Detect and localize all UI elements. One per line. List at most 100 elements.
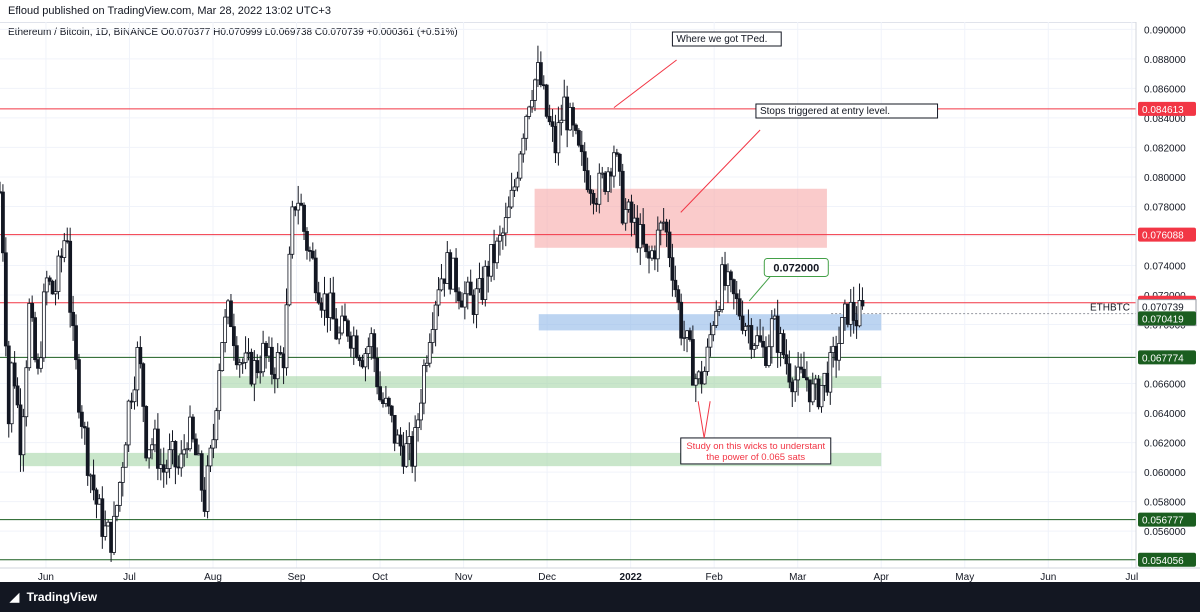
candle-body xyxy=(243,352,248,363)
y-tick-label: 0.080000 xyxy=(1144,173,1186,184)
level-tag xyxy=(1138,552,1196,567)
candle-body xyxy=(804,377,809,381)
candle-body xyxy=(138,347,143,365)
candle-body xyxy=(103,525,108,537)
tp-arrow xyxy=(613,59,677,108)
candle-body xyxy=(769,318,774,348)
prev-close-tag xyxy=(1138,311,1196,326)
tradingview-mark-icon: ◢ xyxy=(10,590,20,604)
candle-body xyxy=(290,206,295,255)
tradingview-logo[interactable]: ◢ TradingView xyxy=(10,582,97,612)
candle-body xyxy=(150,444,154,451)
y-tick-label: 0.090000 xyxy=(1144,25,1186,36)
y-tick-label: 0.056000 xyxy=(1144,527,1186,538)
candle-body xyxy=(126,400,131,446)
candle-body xyxy=(547,115,552,123)
x-tick-label: Dec xyxy=(538,572,556,583)
candle-body xyxy=(79,411,84,427)
candle-body xyxy=(743,325,748,331)
candle-body xyxy=(588,189,593,194)
level-tag-label: 0.067774 xyxy=(1142,353,1184,364)
candle-body xyxy=(375,357,380,388)
candle-body xyxy=(690,339,695,386)
candle-body xyxy=(82,426,87,429)
candle-body xyxy=(164,468,169,473)
candle-body xyxy=(664,221,669,233)
candle-body xyxy=(708,334,713,348)
candle-body xyxy=(27,303,32,369)
candle-body xyxy=(679,301,684,339)
candle-body xyxy=(658,222,663,231)
candle-body xyxy=(135,347,140,391)
x-tick-label: Jun xyxy=(1040,572,1056,583)
candle-body xyxy=(585,170,590,191)
candle-body xyxy=(515,177,520,188)
candle-body xyxy=(714,310,719,326)
candle-body xyxy=(422,365,426,404)
level-tag-label: 0.076088 xyxy=(1142,231,1184,242)
candle-body xyxy=(468,281,473,296)
symbol-ohlc-line: Ethereum / Bitcoin, 1D, BINANCE O0.07037… xyxy=(8,27,458,38)
candle-body xyxy=(571,107,575,126)
candle-body xyxy=(231,326,236,347)
candle-body xyxy=(781,333,786,356)
published-text: Efloud published on TradingView.com, Mar… xyxy=(8,5,331,17)
candle-body xyxy=(144,406,149,459)
candle-body xyxy=(378,386,382,401)
candle-body xyxy=(527,106,532,117)
candle-body xyxy=(503,217,508,234)
candle-body xyxy=(670,257,675,281)
y-tick-label: 0.084000 xyxy=(1144,114,1186,125)
candle-body xyxy=(702,371,707,385)
candle-body xyxy=(582,151,587,172)
candle-body xyxy=(673,279,678,291)
candle-body xyxy=(851,301,856,321)
candle-body xyxy=(796,366,801,381)
candle-body xyxy=(30,303,35,319)
candle-body xyxy=(71,311,75,327)
candle-body xyxy=(299,202,304,206)
candle-body xyxy=(758,335,763,342)
candle-body xyxy=(255,360,260,374)
candle-body xyxy=(3,252,8,347)
candle-body xyxy=(208,447,213,467)
candle-body xyxy=(404,443,409,467)
candle-body xyxy=(538,62,543,86)
candle-body xyxy=(462,293,467,308)
published-bar: Efloud published on TradingView.com, Mar… xyxy=(0,0,1200,23)
y-tick-label: 0.078000 xyxy=(1144,202,1186,213)
candle-body xyxy=(47,277,52,282)
candle-body xyxy=(629,201,634,223)
candle-body xyxy=(240,362,245,364)
y-tick-label: 0.086000 xyxy=(1144,84,1186,95)
candle-body xyxy=(793,379,798,393)
candle-body xyxy=(62,240,67,258)
candle-body xyxy=(296,202,301,211)
stops-arrow xyxy=(680,129,761,213)
candle-body xyxy=(430,329,435,343)
chart-grid xyxy=(0,22,1136,568)
candle-body xyxy=(500,232,505,236)
y-tick-label: 0.060000 xyxy=(1144,468,1186,479)
candle-body xyxy=(193,438,198,456)
candle-body xyxy=(454,257,458,293)
candle-body xyxy=(313,257,318,294)
price-callout-label: 0.072000 xyxy=(773,262,819,274)
candle-body xyxy=(12,362,17,387)
candle-body xyxy=(24,367,29,418)
candle-body xyxy=(334,318,339,340)
candle-body xyxy=(278,352,283,355)
candle-body xyxy=(91,474,96,491)
y-tick-label: 0.074000 xyxy=(1144,261,1186,272)
y-tick-label: 0.058000 xyxy=(1144,498,1186,509)
candle-body xyxy=(550,121,555,127)
candle-body xyxy=(269,346,274,375)
candle-body xyxy=(331,292,336,320)
candle-body xyxy=(495,240,499,264)
candle-body xyxy=(74,325,78,361)
candle-body xyxy=(802,368,806,379)
prev-close-label: 0.070419 xyxy=(1142,314,1184,325)
candle-body xyxy=(199,453,204,491)
candle-body xyxy=(521,137,526,155)
